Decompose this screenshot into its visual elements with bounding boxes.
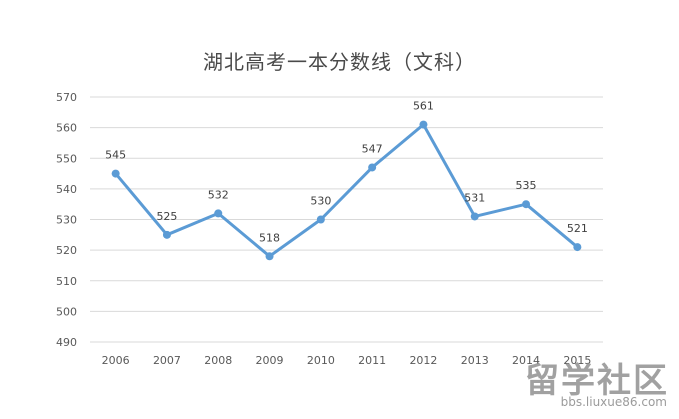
data-label: 530 xyxy=(310,195,331,208)
data-label: 561 xyxy=(413,100,434,113)
watermark-logo-text: 留学社区 xyxy=(525,361,669,401)
data-point xyxy=(470,212,479,221)
data-label: 545 xyxy=(105,149,126,162)
data-point xyxy=(111,169,120,178)
y-tick-label: 490 xyxy=(56,336,77,349)
x-tick-label: 2008 xyxy=(204,354,232,367)
y-axis-ticks: 490 500 510 520 530 540 550 560 570 xyxy=(56,91,77,349)
x-tick-label: 2006 xyxy=(102,354,130,367)
y-tick-label: 530 xyxy=(56,214,77,227)
x-tick-label: 2015 xyxy=(563,354,591,367)
data-point xyxy=(419,120,428,129)
x-axis-ticks: 2006 2007 2008 2009 2010 2011 2012 2013 2014 2015 xyxy=(102,354,592,367)
watermark: 留学社区 bbs.liuxue86.com xyxy=(499,353,669,413)
data-label: 535 xyxy=(516,179,537,192)
series-layer xyxy=(111,120,582,261)
y-tick-label: 570 xyxy=(56,91,77,104)
y-tick-label: 560 xyxy=(56,122,77,135)
data-label: 521 xyxy=(567,222,588,235)
data-label: 518 xyxy=(259,231,280,244)
chart-title: 湖北高考一本分数线（文科） xyxy=(203,50,476,74)
data-label: 531 xyxy=(464,191,485,204)
data-label: 525 xyxy=(156,210,177,223)
gridlines xyxy=(90,96,603,343)
data-label: 547 xyxy=(362,142,383,155)
data-point xyxy=(265,252,274,261)
series-line xyxy=(114,123,579,258)
data-label: 532 xyxy=(208,188,229,201)
x-tick-label: 2014 xyxy=(512,354,540,367)
data-point xyxy=(316,215,325,224)
y-tick-label: 500 xyxy=(56,305,77,318)
data-point xyxy=(162,230,171,239)
data-point xyxy=(522,200,531,209)
x-tick-label: 2013 xyxy=(461,354,489,367)
x-tick-label: 2009 xyxy=(256,354,284,367)
y-tick-label: 550 xyxy=(56,152,77,165)
data-point xyxy=(573,243,582,252)
data-point xyxy=(368,163,377,172)
data-labels: 545 525 532 518 530 547 561 531 535 521 xyxy=(105,100,588,245)
watermark-url: bbs.liuxue86.com xyxy=(560,395,667,409)
x-tick-label: 2010 xyxy=(307,354,335,367)
data-point xyxy=(214,209,223,218)
y-tick-label: 520 xyxy=(56,244,77,257)
y-tick-label: 510 xyxy=(56,275,77,288)
x-tick-label: 2007 xyxy=(153,354,181,367)
x-tick-label: 2011 xyxy=(358,354,386,367)
x-tick-label: 2012 xyxy=(409,354,437,367)
y-tick-label: 540 xyxy=(56,183,77,196)
